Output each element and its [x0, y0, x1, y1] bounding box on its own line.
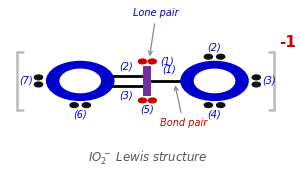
Circle shape — [204, 54, 212, 59]
Text: (3): (3) — [119, 91, 133, 101]
Circle shape — [34, 75, 43, 80]
Circle shape — [82, 103, 90, 108]
Circle shape — [252, 75, 260, 80]
Circle shape — [34, 82, 43, 87]
Circle shape — [217, 103, 225, 108]
Circle shape — [148, 59, 156, 64]
Text: (3): (3) — [262, 76, 276, 86]
Circle shape — [70, 103, 78, 108]
Text: (2): (2) — [119, 61, 133, 71]
Circle shape — [60, 69, 100, 93]
Circle shape — [252, 82, 260, 87]
Text: (5): (5) — [140, 104, 154, 115]
Text: (2): (2) — [208, 43, 221, 53]
Text: $\it{IO_2^-}$ Lewis structure: $\it{IO_2^-}$ Lewis structure — [88, 150, 207, 167]
Circle shape — [138, 98, 147, 103]
Circle shape — [46, 61, 114, 100]
Circle shape — [217, 54, 225, 59]
Text: (4): (4) — [208, 109, 221, 119]
Text: Bond pair: Bond pair — [160, 87, 207, 128]
Circle shape — [148, 98, 156, 103]
Text: (1): (1) — [162, 64, 175, 74]
Text: (1): (1) — [160, 56, 174, 66]
Text: -1: -1 — [279, 35, 296, 50]
Circle shape — [181, 61, 248, 100]
Circle shape — [138, 59, 147, 64]
Circle shape — [204, 103, 212, 108]
FancyBboxPatch shape — [143, 66, 152, 96]
Text: (7): (7) — [19, 76, 33, 86]
Text: (6): (6) — [73, 109, 87, 119]
Text: Lone pair: Lone pair — [133, 8, 179, 55]
Circle shape — [194, 69, 235, 93]
